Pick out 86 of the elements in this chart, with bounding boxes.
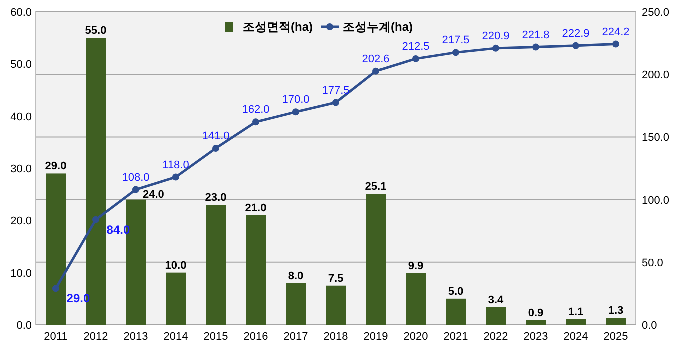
legend-label: 조성누계(ha) [343,20,413,34]
point [532,44,540,51]
x-tick-label: 2016 [244,331,268,343]
bar [526,320,546,325]
point [52,285,60,292]
point [452,49,460,56]
data-label: 9.9 [408,260,424,272]
x-tick-label: 2022 [484,331,508,343]
x-tick-label: 2024 [564,331,588,343]
legend-label: 조성면적(ha) [243,20,313,34]
bar [486,307,506,325]
point [212,144,220,152]
data-label: 21.0 [245,202,267,214]
point [572,42,580,50]
point [172,174,180,181]
data-label: 221.8 [522,29,550,42]
point [492,44,500,52]
bar [566,319,586,325]
data-label: 8.0 [288,270,304,282]
x-tick-label: 2013 [124,331,148,343]
data-label: 0.9 [528,307,544,320]
data-label: 25.1 [365,181,387,194]
data-label: 23.0 [205,192,227,204]
x-tick-label: 2023 [524,331,548,343]
x-tick-label: 2019 [364,331,388,343]
data-label: 118.0 [162,159,190,172]
point [372,68,380,75]
y2-tick-label: 0.0 [642,320,658,332]
data-label: 224.2 [602,26,630,38]
bar [326,286,346,325]
data-label: 1.1 [568,306,584,318]
point [252,118,260,126]
data-label: 177.5 [322,84,350,97]
y-tick-label: 30.0 [10,164,32,176]
y2-tick-label: 100.0 [642,194,670,207]
x-tick-label: 2025 [604,331,628,343]
y-tick-label: 50.0 [10,59,32,72]
data-label: 108.0 [122,172,150,184]
data-label: 202.6 [362,53,390,66]
y-tick-label: 40.0 [10,111,32,124]
x-tick-label: 2018 [324,331,348,343]
y2-tick-label: 200.0 [642,70,670,82]
x-tick-label: 2015 [204,331,228,343]
data-label: 170.0 [282,94,310,106]
data-label: 212.5 [402,40,430,53]
y2-tick-label: 250.0 [642,7,670,19]
bar [286,283,306,325]
data-label: 7.5 [328,272,344,285]
bar [246,215,266,325]
data-label: 162.0 [242,104,270,116]
bar [366,194,386,325]
data-label: 10.0 [165,260,187,272]
x-tick-label: 2012 [84,331,108,343]
x-tick-label: 2014 [164,331,188,343]
data-label: 29.0 [45,160,67,173]
data-label: 5.0 [448,286,464,298]
point [332,99,340,106]
point [292,108,300,116]
y2-tick-label: 50.0 [642,257,664,270]
data-label: 220.9 [482,30,510,42]
point [612,40,620,48]
data-label: 55.0 [85,25,107,38]
bar [206,205,226,325]
bar [406,273,426,325]
data-label: 3.4 [488,294,505,306]
data-label: 141.0 [202,130,230,142]
bar [166,272,186,325]
data-label: 1.3 [608,305,624,318]
y-tick-label: 10.0 [10,268,32,280]
x-tick-label: 2011 [44,331,68,343]
y-tick-label: 20.0 [10,216,32,228]
x-tick-label: 2021 [444,331,468,343]
point [412,55,420,62]
bar [606,318,626,325]
bar [446,298,466,325]
y-tick-label: 0.0 [16,320,32,332]
point [92,216,100,224]
x-tick-label: 2020 [404,331,428,343]
data-label: 217.5 [442,34,470,47]
y2-tick-label: 150.0 [642,132,670,144]
data-label: 24.0 [143,188,164,201]
bar [46,174,66,325]
data-label: 222.9 [562,28,590,40]
x-tick-label: 2017 [284,331,308,343]
point [132,186,140,194]
y-tick-label: 60.0 [10,7,32,19]
